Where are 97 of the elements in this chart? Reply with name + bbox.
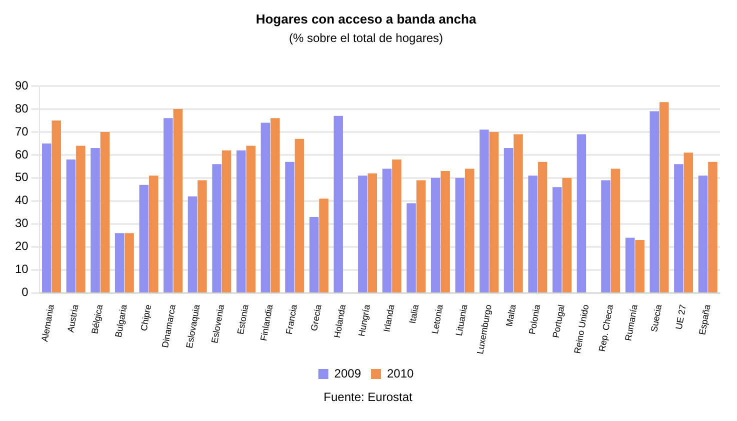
x-tick-label: Chipre bbox=[138, 304, 154, 332]
bar bbox=[139, 184, 148, 292]
bar bbox=[674, 164, 684, 292]
bar bbox=[382, 168, 392, 292]
y-tick-label: 20 bbox=[14, 239, 29, 254]
bar bbox=[222, 150, 232, 292]
bar bbox=[198, 180, 207, 292]
bar bbox=[684, 152, 694, 292]
x-tick-label: Bélgica bbox=[90, 304, 105, 335]
x-tick-label: Finlandia bbox=[258, 304, 275, 342]
x-tick-label: Letonia bbox=[430, 304, 445, 335]
bar bbox=[164, 118, 173, 292]
bar bbox=[480, 130, 489, 292]
x-tick-label: Bulgaria bbox=[113, 304, 129, 338]
bar bbox=[52, 120, 61, 292]
bar bbox=[406, 203, 416, 292]
bar bbox=[708, 162, 718, 292]
bar bbox=[635, 240, 644, 292]
x-tick-label: Suecia bbox=[649, 304, 664, 333]
bar bbox=[358, 176, 368, 292]
x-tick-label: Rep. Checa bbox=[596, 304, 616, 352]
bar bbox=[659, 102, 669, 292]
x-tick-label: Luxemburgo bbox=[474, 304, 494, 355]
bar bbox=[246, 146, 256, 292]
bar bbox=[650, 111, 659, 292]
bar bbox=[236, 150, 246, 292]
bar bbox=[114, 233, 124, 292]
bar bbox=[100, 132, 110, 292]
x-tick-label: Lituania bbox=[454, 304, 470, 337]
bar bbox=[90, 148, 100, 292]
bar bbox=[538, 162, 548, 292]
y-tick-label: 40 bbox=[14, 193, 29, 208]
bar bbox=[42, 143, 52, 292]
bar bbox=[455, 178, 465, 292]
bar bbox=[514, 134, 523, 292]
bar bbox=[309, 217, 319, 292]
x-tick-label: España bbox=[697, 304, 712, 336]
x-tick-label: Malta bbox=[504, 304, 518, 328]
x-tick-label: Rumanía bbox=[623, 304, 640, 342]
x-tick-label: Dinamarca bbox=[160, 304, 178, 348]
y-tick-label: 90 bbox=[14, 78, 29, 92]
legend-label: 2009 bbox=[334, 366, 362, 380]
x-tick-label: Austria bbox=[66, 304, 80, 334]
bar bbox=[392, 160, 402, 292]
y-tick-label: 60 bbox=[14, 147, 29, 162]
bar bbox=[319, 198, 328, 292]
bar bbox=[430, 178, 440, 292]
x-tick-label: Eslovenia bbox=[209, 304, 226, 344]
bar bbox=[66, 160, 76, 292]
x-tick-label: Alemania bbox=[40, 304, 56, 343]
chart-subtitle: (% sobre el total de hogares) bbox=[288, 31, 444, 46]
bar bbox=[270, 118, 280, 292]
bar bbox=[601, 180, 610, 292]
x-tick-label: Portugal bbox=[550, 304, 566, 339]
x-tick-label: Francia bbox=[284, 304, 300, 336]
bar bbox=[416, 180, 426, 292]
legend-label: 2010 bbox=[387, 366, 414, 380]
x-tick-label: UE 27 bbox=[674, 304, 688, 330]
bar bbox=[124, 233, 134, 292]
bar bbox=[528, 176, 538, 292]
x-tick-label: Grecia bbox=[308, 304, 324, 332]
bar bbox=[294, 138, 304, 292]
bar bbox=[610, 168, 620, 292]
bar bbox=[260, 122, 270, 292]
bar bbox=[334, 116, 343, 292]
bar bbox=[552, 187, 562, 292]
y-tick-label: 70 bbox=[14, 124, 29, 138]
bar bbox=[148, 176, 158, 292]
bar bbox=[576, 134, 586, 292]
bar bbox=[368, 173, 377, 292]
y-tick-label: 10 bbox=[14, 262, 29, 276]
x-tick-label: Estonia bbox=[235, 304, 250, 336]
source-note: Fuente: Eurostat bbox=[322, 390, 414, 404]
x-tick-label: Polonia bbox=[527, 304, 542, 336]
bar bbox=[465, 168, 474, 292]
x-tick-label: Hungría bbox=[356, 304, 372, 338]
bar bbox=[625, 238, 635, 292]
bar bbox=[489, 132, 499, 292]
bar bbox=[504, 148, 514, 292]
bar bbox=[173, 108, 183, 292]
y-tick-label: 50 bbox=[14, 170, 29, 184]
bar bbox=[188, 196, 198, 292]
bar bbox=[285, 162, 294, 292]
bar bbox=[698, 176, 708, 292]
bar bbox=[562, 178, 572, 292]
bar bbox=[212, 164, 222, 292]
x-tick-label: Irlanda bbox=[382, 304, 396, 333]
y-tick-label: 30 bbox=[14, 216, 29, 230]
bar bbox=[76, 146, 86, 292]
x-tick-label: Eslovaquia bbox=[184, 304, 202, 349]
chart-title: Hogares con acceso a banda ancha bbox=[256, 11, 477, 26]
x-tick-label: Italia bbox=[407, 304, 421, 324]
bar bbox=[440, 171, 450, 292]
y-tick-label: 0 bbox=[22, 285, 29, 300]
x-tick-label: Holanda bbox=[332, 304, 348, 339]
y-tick-label: 80 bbox=[14, 101, 29, 116]
x-tick-label: Reino Unido bbox=[572, 304, 591, 354]
